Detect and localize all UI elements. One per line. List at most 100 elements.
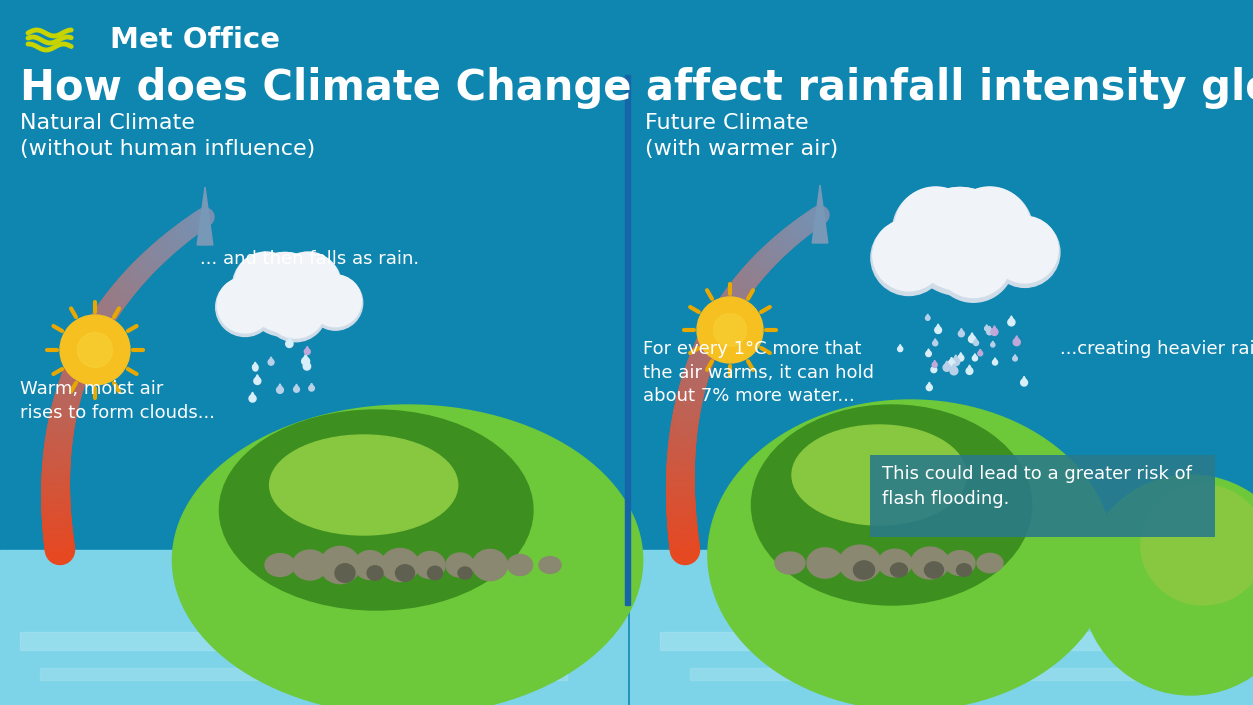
Circle shape [246,252,325,332]
Polygon shape [969,333,975,338]
Circle shape [60,315,130,385]
Circle shape [974,341,979,345]
Circle shape [908,188,1011,290]
Circle shape [926,351,931,357]
Polygon shape [933,338,937,343]
Circle shape [243,252,327,336]
Ellipse shape [792,425,966,525]
Circle shape [992,360,997,365]
Circle shape [293,386,299,392]
Circle shape [1021,379,1027,386]
Circle shape [309,275,361,326]
Ellipse shape [459,567,472,579]
Polygon shape [926,314,930,318]
Circle shape [216,278,274,336]
Polygon shape [277,384,283,389]
Circle shape [217,277,273,333]
Bar [630,550,1253,705]
Circle shape [950,367,957,375]
Circle shape [304,349,311,355]
Polygon shape [987,326,992,331]
Circle shape [253,366,258,371]
Polygon shape [972,354,977,358]
Polygon shape [1014,336,1020,341]
Circle shape [957,355,964,361]
Polygon shape [992,358,997,362]
Ellipse shape [292,550,327,580]
Circle shape [254,377,261,384]
Circle shape [78,333,113,367]
Circle shape [986,329,992,335]
Polygon shape [294,384,298,388]
Ellipse shape [507,555,533,575]
Circle shape [932,341,937,345]
Circle shape [991,329,997,336]
Text: Met Office: Met Office [110,26,279,54]
Circle shape [308,386,315,391]
Polygon shape [967,365,972,370]
Polygon shape [926,349,931,353]
Bar [625,75,630,605]
Circle shape [249,395,256,402]
Text: This could lead to a greater risk of
flash flooding.: This could lead to a greater risk of fla… [882,465,1192,508]
Circle shape [895,187,977,269]
Polygon shape [991,326,997,331]
Ellipse shape [776,552,804,574]
Ellipse shape [708,400,1113,705]
Ellipse shape [752,405,1031,605]
Polygon shape [287,337,292,343]
Bar [20,632,586,650]
Polygon shape [197,187,213,245]
Ellipse shape [1141,485,1253,605]
Ellipse shape [381,548,419,582]
Polygon shape [944,361,950,367]
Ellipse shape [446,553,474,577]
Circle shape [949,187,1031,269]
Circle shape [1014,338,1020,345]
Ellipse shape [956,564,971,576]
Circle shape [926,316,930,320]
Circle shape [308,276,362,330]
Polygon shape [931,364,936,369]
Circle shape [991,343,995,347]
FancyBboxPatch shape [870,455,1215,537]
Bar [660,632,1203,650]
Circle shape [274,252,342,319]
Polygon shape [254,374,261,380]
Polygon shape [1021,376,1027,382]
Polygon shape [985,325,989,328]
Ellipse shape [219,410,533,610]
Polygon shape [959,329,964,333]
Circle shape [926,385,932,391]
Polygon shape [974,338,979,343]
Ellipse shape [891,563,907,577]
Circle shape [873,219,945,291]
Circle shape [990,217,1060,288]
Polygon shape [253,362,257,367]
Polygon shape [927,382,932,387]
Ellipse shape [840,545,881,581]
Circle shape [264,278,327,342]
Circle shape [946,188,1032,274]
Ellipse shape [977,553,1002,572]
Circle shape [713,314,747,346]
Polygon shape [952,355,959,361]
Polygon shape [253,364,257,368]
Ellipse shape [415,551,445,579]
Ellipse shape [853,561,875,579]
Polygon shape [1014,355,1017,358]
Ellipse shape [472,549,507,581]
Circle shape [253,364,258,369]
Circle shape [935,326,941,333]
Circle shape [233,252,299,319]
Ellipse shape [173,405,643,705]
Circle shape [977,351,982,356]
Polygon shape [949,357,954,362]
Text: How does Climate Change affect rainfall intensity globally?: How does Climate Change affect rainfall … [20,67,1253,109]
Polygon shape [951,364,957,370]
Text: ...creating heavier rain.: ...creating heavier rain. [1060,340,1253,358]
Polygon shape [309,384,313,388]
Circle shape [949,360,955,366]
Circle shape [302,357,309,365]
Bar [40,668,568,680]
